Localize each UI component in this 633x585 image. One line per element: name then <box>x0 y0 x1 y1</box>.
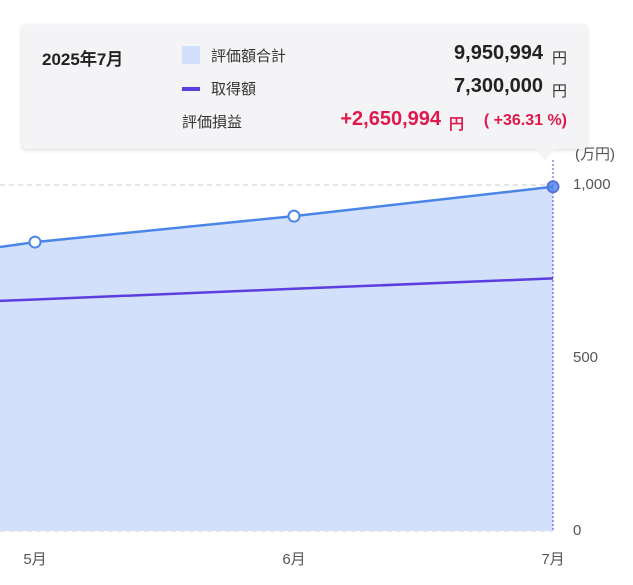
profit-percent: ( +36.31 %) <box>483 112 567 129</box>
legend-swatch <box>182 46 200 64</box>
area <box>0 186 553 531</box>
tooltip: 2025年7月 評価額合計 9,950,994 円 取得額 7,300,000 … <box>22 25 587 149</box>
legend-swatch <box>182 87 200 91</box>
profit-label: 評価損益 <box>182 114 243 131</box>
point <box>28 235 42 249</box>
legend-label: 取得額 <box>211 81 257 98</box>
y-tick-label: 0 <box>573 522 581 539</box>
y-unit: (万円) <box>575 146 615 163</box>
point <box>287 209 301 223</box>
legend-label: 評価額合計 <box>211 48 287 65</box>
y-tick-label: 500 <box>573 349 598 366</box>
x-tick-label: 7月 <box>541 551 564 568</box>
profit-value: +2,650,994 <box>340 108 441 130</box>
tooltip-unit: 円 <box>551 50 567 67</box>
tooltip-title: 2025年7月 <box>42 50 124 69</box>
x-tick-label: 5月 <box>23 551 46 568</box>
tooltip-pointer <box>535 149 555 160</box>
line <box>0 185 554 249</box>
y-tick-label: 1,000 <box>573 176 611 193</box>
x-tick-label: 6月 <box>282 551 305 568</box>
tooltip-unit: 円 <box>551 83 567 100</box>
tooltip-value: 7,300,000 <box>454 75 543 97</box>
line <box>0 277 554 303</box>
profit-unit: 円 <box>448 116 464 133</box>
tooltip-value: 9,950,994 <box>454 42 543 64</box>
point <box>546 180 560 194</box>
